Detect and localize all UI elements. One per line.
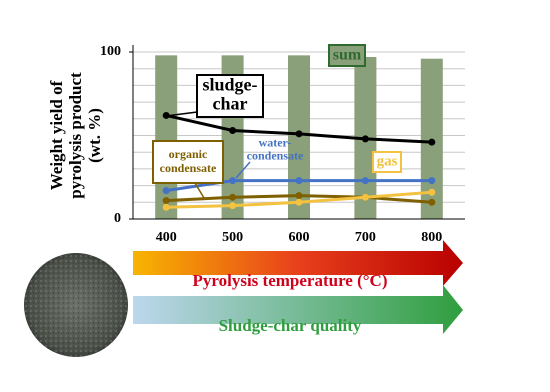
point [229,202,237,210]
x-tick-label: 700 [355,230,376,245]
point [162,197,170,205]
bar [155,55,178,220]
x-tick-label: 500 [222,230,243,245]
point [361,193,369,201]
point [295,177,303,185]
legend-label: gas [377,153,398,169]
quality-label: Sludge-char quality [219,316,362,335]
point [229,177,237,185]
legend-label: sludge-char [202,75,257,114]
y-tick-label: 100 [100,44,121,59]
legend-box [372,151,402,173]
y-axis-title: Weight yield ofpyrolysis product(wt. %) [47,72,104,199]
legend-box [152,140,224,184]
point [428,188,436,196]
legend-box [328,44,366,67]
point [162,203,170,211]
point [295,192,303,200]
x-tick-label: 400 [156,230,177,245]
legend-box [196,74,264,118]
point [229,126,237,134]
callout [194,182,205,199]
temperature-arrow [133,240,463,286]
point [361,135,369,143]
quality-arrow [133,285,463,334]
x-tick-label: 800 [421,230,442,245]
point [428,177,436,185]
legend-label: sum [333,47,362,64]
legend-label: organic condensate [160,147,217,175]
point [361,177,369,185]
x-tick-label: 600 [289,230,310,245]
point [428,138,436,146]
x-axis-title: Pyrolysis temperature (°C) [192,271,387,290]
point [295,198,303,206]
point [162,187,170,195]
point [295,130,303,138]
sludge-texture [24,253,128,357]
callout [235,161,251,179]
y-tick-label: 0 [114,211,121,226]
point [229,193,237,201]
legend-label: water-condensate [247,135,304,162]
point [428,198,436,206]
